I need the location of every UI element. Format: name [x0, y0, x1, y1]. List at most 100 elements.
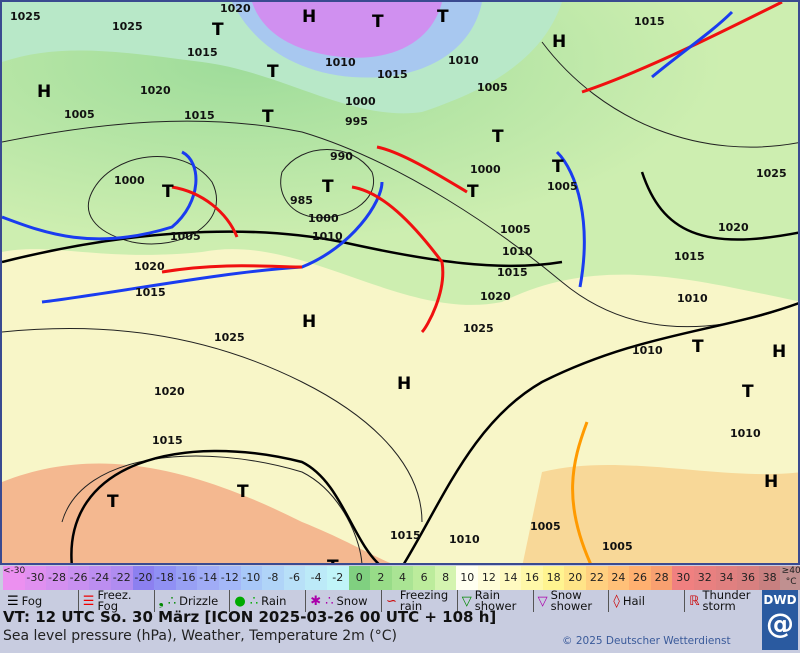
isobar-label: 1000 [470, 163, 501, 176]
scale-cell: <-30 [3, 566, 25, 590]
scale-cell: -4 [305, 566, 327, 590]
low-pressure-center: T [437, 7, 449, 27]
scale-cell: 26 [629, 566, 651, 590]
scale-cell: 36 [737, 566, 759, 590]
low-pressure-center: T [467, 182, 479, 202]
high-pressure-center: H [37, 82, 52, 102]
dwd-logo: DWD @ [762, 590, 798, 650]
low-pressure-center: T [107, 492, 119, 512]
legend-label: Snow shower [550, 588, 593, 613]
scale-cell: -12 [218, 566, 241, 590]
isobar-label: 1005 [477, 81, 508, 94]
isobar-label: 1015 [152, 434, 183, 447]
legend-label: Thunder storm [702, 588, 751, 613]
scale-cell: -22 [110, 566, 133, 590]
isobar-label: 1010 [677, 292, 708, 305]
scale-cell: -2 [326, 566, 349, 590]
legend-label: Rain [261, 593, 287, 608]
low-pressure-center: T [212, 20, 224, 40]
legend-item: ☰ Freez. Fog [77, 588, 154, 613]
legend-label: Freezing rain [399, 588, 449, 613]
scale-cell: 32 [694, 566, 716, 590]
isobar-label: 1005 [500, 223, 531, 236]
low-pressure-center: T [162, 182, 174, 202]
scale-cell: 18 [542, 566, 565, 590]
low-pressure-center: T [327, 557, 339, 563]
low-pressure-center: T [692, 337, 704, 357]
scale-cell: -20 [132, 566, 155, 590]
legend-label: Rain shower [474, 588, 517, 613]
isobar-label: 1020 [134, 260, 165, 273]
high-pressure-center: H [772, 342, 787, 362]
temperature-scale: <-30 -30 -28 -26 -24 -22 -20 -18 -16 -14 -12 -10 -8-… [3, 566, 800, 590]
isobar-label: 1025 [10, 10, 41, 23]
low-pressure-center: T [492, 127, 504, 147]
isobar-label: 1010 [502, 245, 533, 258]
scale-cell: -14 [197, 566, 219, 590]
legend-item: ▽ Snow shower [532, 588, 609, 613]
dwd-logo-text: DWD [763, 593, 797, 607]
legend-label: Hail [622, 593, 645, 608]
scale-cell: -26 [67, 566, 90, 590]
low-pressure-center: T [372, 12, 384, 32]
scale-cell: 30 [672, 566, 694, 590]
snow-icon: ✱ ∴ [310, 593, 334, 609]
high-pressure-center: H [302, 312, 317, 332]
scale-cell: ≥40 °C [780, 566, 800, 590]
isobar-label: 1025 [112, 20, 143, 33]
low-pressure-center: T [237, 482, 249, 502]
isobar-label: 1010 [449, 533, 480, 546]
weather-legend: ☰ Fog ☰ Freez. Fog ❟ ∴ Drizzle ● ∴ Rain ✱ ∴ Snow ∽… [3, 588, 760, 613]
low-pressure-center: T [322, 177, 334, 197]
isobar-label: 1000 [345, 95, 376, 108]
scale-cell: 12 [478, 566, 500, 590]
isobar-label: 1015 [634, 15, 665, 28]
weather-map: HHTTHTTTTHTHTTTTHTHTTT 10251025101510051… [0, 0, 800, 565]
scale-cell: 24 [607, 566, 630, 590]
isobar-label: 1010 [312, 230, 343, 243]
isobar-label: 995 [345, 115, 368, 128]
isobar-label: 1015 [187, 46, 218, 59]
scale-cell: -24 [89, 566, 111, 590]
scale-cell: -8 [262, 566, 284, 590]
isobar-label: 1000 [308, 212, 339, 225]
freezing-fog-icon: ☰ [82, 593, 95, 609]
snow-shower-icon: ▽ [537, 593, 548, 609]
legend-item: ▽ Rain shower [456, 588, 533, 613]
isobar-label: 1020 [480, 290, 511, 303]
high-pressure-center: H [764, 472, 779, 492]
scale-cell: -28 [46, 566, 68, 590]
legend-label: Fog [21, 593, 43, 608]
legend-item: ✱ ∴ Snow [305, 590, 381, 612]
scale-cell: 38 [758, 566, 781, 590]
high-pressure-center: H [552, 32, 567, 52]
copyright: © 2025 Deutscher Wetterdienst [562, 635, 731, 647]
isobar-label: 1020 [154, 385, 185, 398]
legend-label: Drizzle [179, 593, 219, 608]
legend-item: ☰ Fog [3, 590, 78, 612]
scale-cell: -6 [283, 566, 306, 590]
isobar-label: 1000 [114, 174, 145, 187]
scale-cell: 34 [715, 566, 738, 590]
scale-cell: 8 [434, 566, 457, 590]
valid-time: VT: 12 UTC So. 30 März [ICON 2025-03-26 … [3, 608, 497, 626]
scale-cell: -30 [24, 566, 47, 590]
isobar-label: 1010 [448, 54, 479, 67]
isobar-label: 1005 [602, 540, 633, 553]
legend-label: Freez. Fog [97, 588, 132, 613]
scale-cell: 4 [391, 566, 414, 590]
scale-cell: 22 [586, 566, 608, 590]
isobar-label: 1025 [756, 167, 787, 180]
scale-cell: 28 [650, 566, 673, 590]
drizzle-icon: ❟ ∴ [158, 593, 177, 609]
scale-cell: 2 [370, 566, 392, 590]
scale-cell: 0 [348, 566, 371, 590]
isobar-label: 1015 [377, 68, 408, 81]
rain-shower-icon: ▽ [461, 593, 472, 609]
isobar-label: 1005 [547, 180, 578, 193]
scale-cell: -18 [154, 566, 176, 590]
isobar-label: 1005 [170, 230, 201, 243]
map-subtitle: Sea level pressure (hPa), Weather, Tempe… [3, 628, 397, 644]
isobar-label: 1015 [184, 109, 215, 122]
fog-icon: ☰ [7, 593, 19, 609]
